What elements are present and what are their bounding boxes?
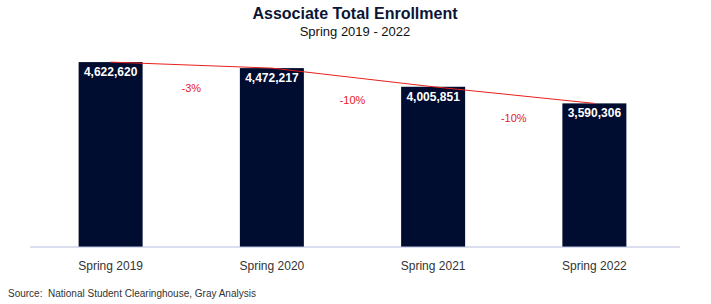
annotation: -10% (340, 94, 366, 106)
source: Source: National Student Clearinghouse, … (8, 288, 256, 299)
x-tick-label: Spring 2020 (240, 259, 305, 273)
x-tick-label: Spring 2022 (562, 259, 627, 273)
data-label: 3,590,306 (568, 106, 622, 120)
chart: Associate Total Enrollment Spring 2019 - … (0, 0, 711, 304)
bar (562, 103, 626, 247)
baseline (30, 247, 680, 248)
subtitle: Spring 2019 - 2022 (300, 24, 411, 39)
data-label: 4,005,851 (406, 90, 460, 104)
data-label: 4,622,620 (84, 65, 138, 79)
marks (79, 62, 627, 247)
annotation: -3% (181, 82, 201, 94)
data-label: 4,472,217 (245, 71, 299, 85)
title: Associate Total Enrollment (252, 5, 458, 22)
x-tick-label: Spring 2021 (401, 259, 466, 273)
bar (401, 87, 465, 247)
bar (79, 62, 143, 247)
bar (240, 68, 304, 247)
annotation: -10% (501, 112, 527, 124)
x-tick-label: Spring 2019 (78, 259, 143, 273)
